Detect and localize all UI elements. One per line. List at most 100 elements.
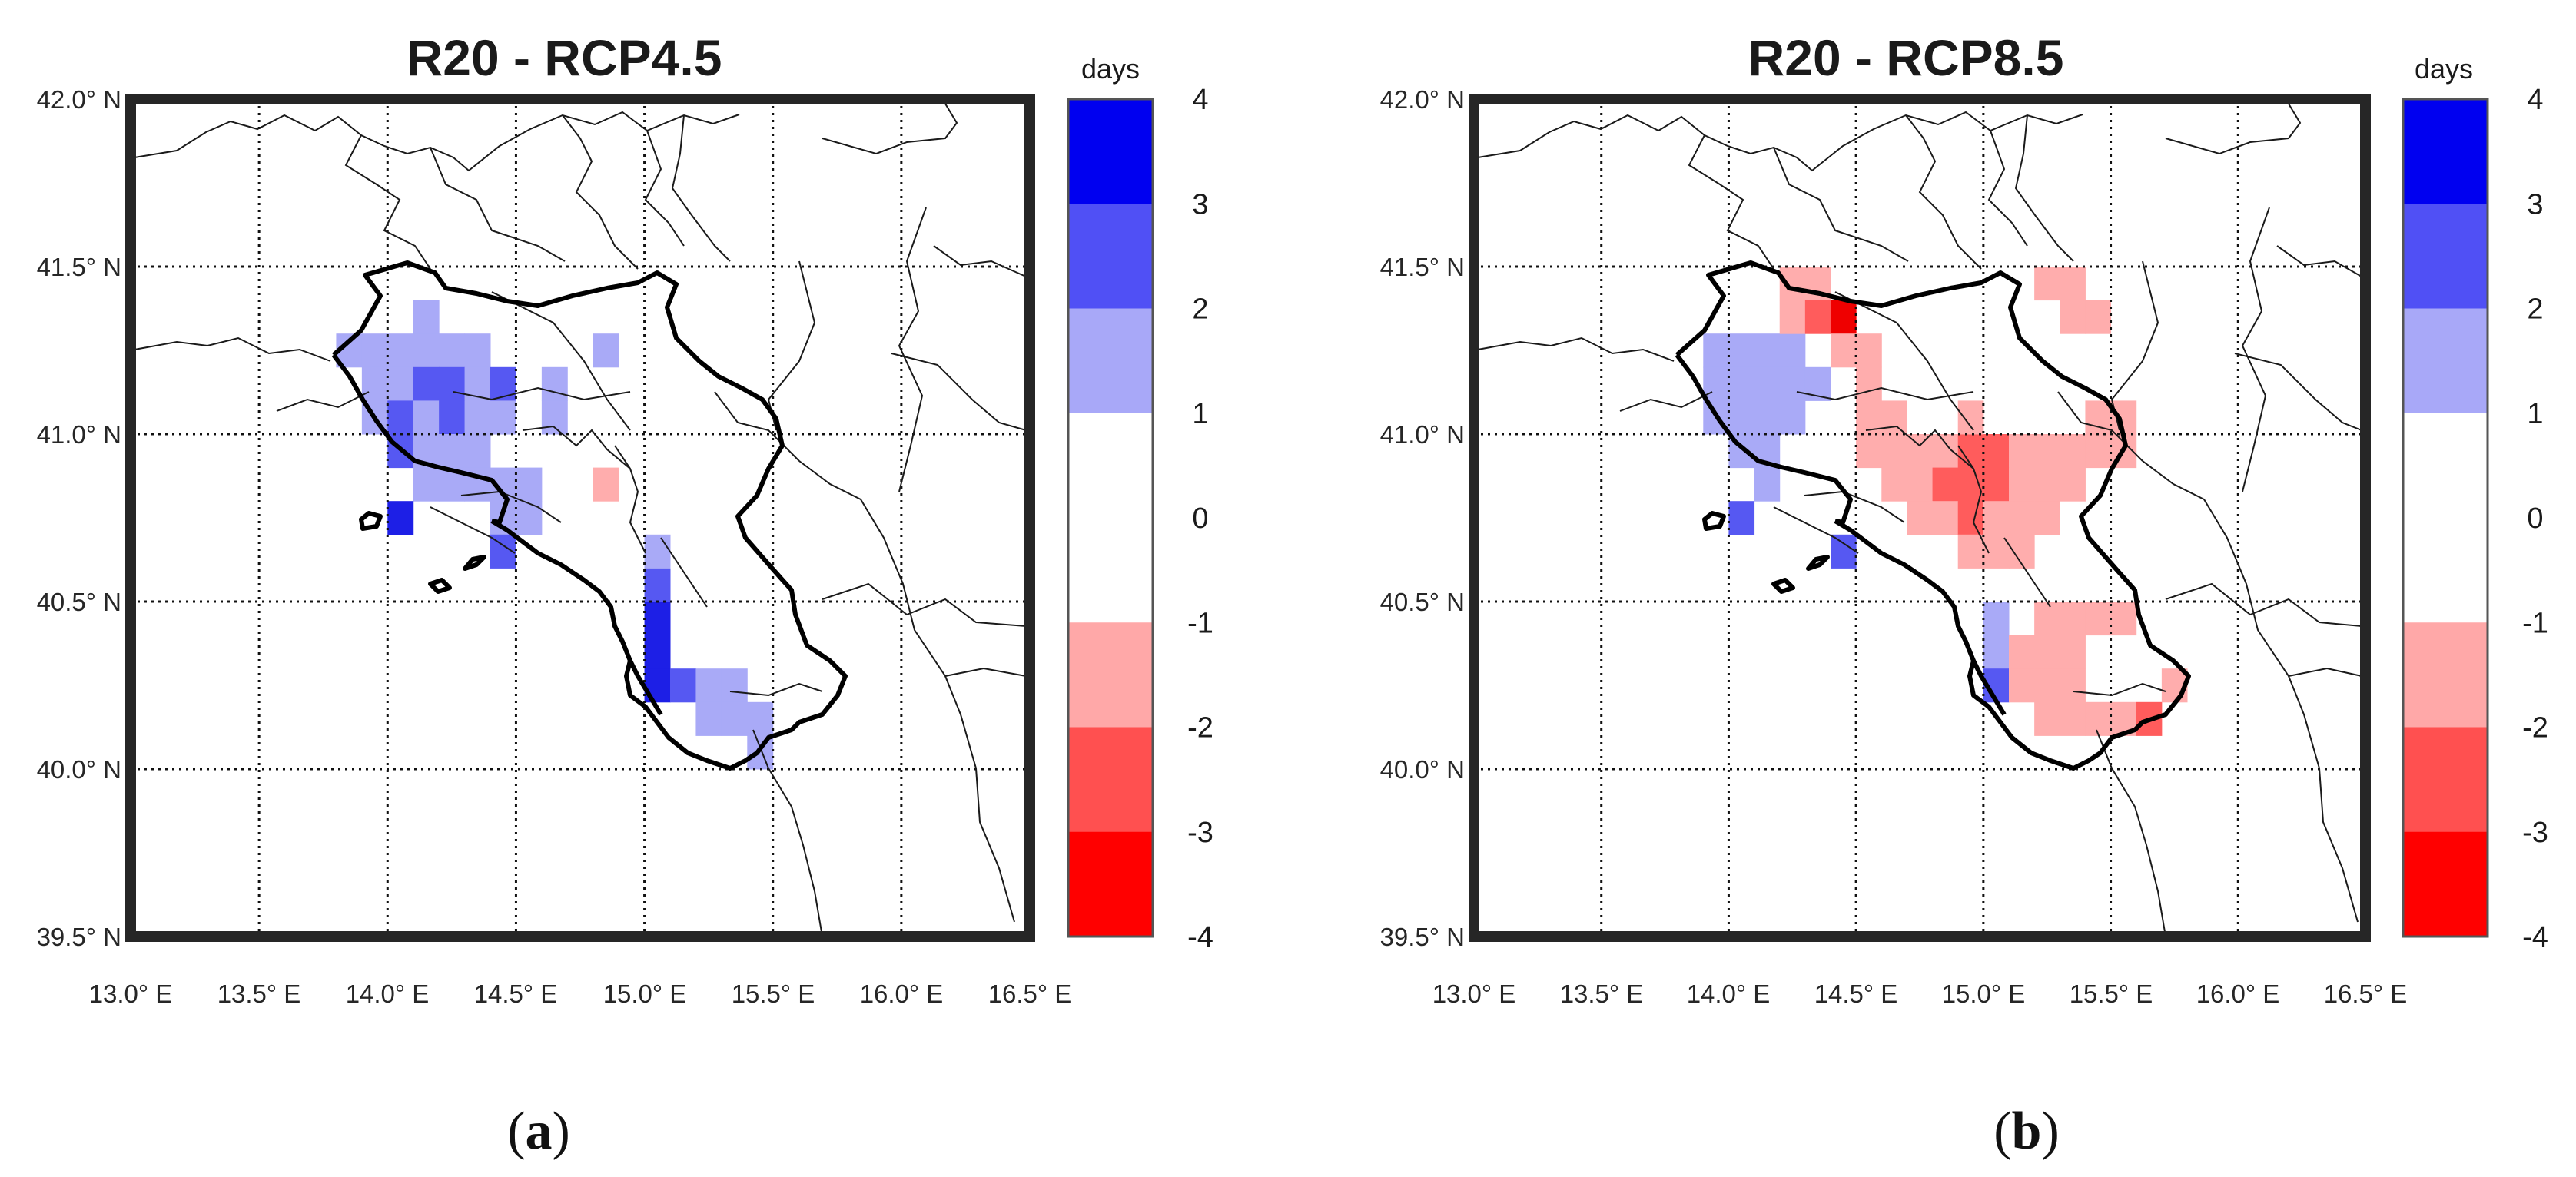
lat-axis: 42.0° N 41.5° N 41.0° N 40.5° N 40.0° N … <box>37 85 121 951</box>
lon-tick-label: 14.5° E <box>474 980 558 1008</box>
heatmap-cell <box>1881 467 1907 502</box>
lon-tick-label: 13.0° E <box>89 980 173 1008</box>
heatmap-cell <box>695 668 722 703</box>
heatmap-cell <box>1907 434 1934 469</box>
colorbar-swatch <box>1068 308 1153 414</box>
heatmap-cell <box>1754 333 1781 368</box>
heatmap-cell <box>439 366 466 401</box>
lon-axis: 13.0° E 13.5° E 14.0° E 14.5° E 15.0° E … <box>89 980 1072 1008</box>
heatmap-cell <box>1983 501 2010 535</box>
lat-tick-label: 41.5° N <box>1380 253 1465 281</box>
heatmap-cells <box>336 300 774 770</box>
heatmap-cell <box>1932 434 1959 469</box>
heatmap-cell <box>1983 602 2010 636</box>
heatmap-cell <box>2009 501 2035 535</box>
panel-label: (a) <box>507 1102 570 1161</box>
panel-letter: b <box>2012 1102 2042 1161</box>
heatmap-cell <box>644 635 671 669</box>
heatmap-cell <box>1856 366 1882 401</box>
heatmap-cell <box>413 300 440 334</box>
heatmap-cell <box>1856 434 1882 469</box>
heatmap-cell <box>2034 501 2060 535</box>
colorbar: days 4 3 2 1 0 -1 -2 -3 -4 <box>2402 53 2548 953</box>
heatmap-cell <box>2034 701 2060 736</box>
heatmap-cell <box>2034 668 2060 703</box>
heatmap-cell <box>464 400 491 435</box>
colorbar-swatch <box>1068 727 1153 833</box>
heatmap-cell <box>2060 467 2086 502</box>
heatmap-cell <box>2060 668 2086 703</box>
lon-tick-label: 14.0° E <box>1687 980 1771 1008</box>
lon-tick-label: 13.5° E <box>1560 980 1644 1008</box>
heatmap-cell <box>1932 501 1959 535</box>
lat-tick-label: 39.5° N <box>1380 923 1465 951</box>
lat-tick-label: 42.0° N <box>1380 85 1465 114</box>
lat-tick-label: 41.0° N <box>1380 420 1465 449</box>
heatmap-cell <box>541 400 568 435</box>
heatmap-cell <box>2085 701 2112 736</box>
heatmap-cell <box>464 434 491 469</box>
heatmap-cell <box>2034 467 2060 502</box>
colorbar: days 4 3 2 1 0 -1 -2 -3 -4 <box>1067 53 1213 953</box>
colorbar-tick-label: 2 <box>2527 293 2543 326</box>
colorbar-tick-label: -4 <box>2522 921 2548 953</box>
colorbar-tick-label: 0 <box>1192 502 1208 535</box>
lat-tick-label: 40.5° N <box>37 588 121 616</box>
heatmap-cell <box>413 366 440 401</box>
heatmap-cell <box>439 400 466 435</box>
heatmap-cell <box>1754 366 1781 401</box>
lon-tick-label: 16.0° E <box>860 980 944 1008</box>
heatmap-cell <box>1957 501 1984 535</box>
heatmap-cell <box>387 400 414 435</box>
colorbar-tick-label: -3 <box>1187 817 1213 849</box>
heatmap-cell <box>2060 434 2086 469</box>
colorbar-swatch <box>2403 727 2488 833</box>
heatmap-cell <box>670 668 696 703</box>
map-area <box>1469 94 2371 942</box>
lon-tick-label: 16.5° E <box>988 980 1072 1008</box>
heatmap-cell <box>1983 635 2010 669</box>
colorbar-swatch <box>2403 518 2488 623</box>
heatmap-cell <box>541 366 568 401</box>
heatmap-cell <box>516 467 543 502</box>
map-frame <box>125 94 1035 942</box>
heatmap-cell <box>2009 668 2035 703</box>
colorbar-tick-label: -2 <box>1187 712 1213 744</box>
colorbar-swatch <box>2403 204 2488 309</box>
heatmap-cell <box>413 400 440 435</box>
colorbar-swatch <box>2403 831 2488 937</box>
colorbar-tick-labels: 4 3 2 1 0 -1 -2 -3 -4 <box>2522 84 2548 953</box>
colorbar-swatch <box>1068 518 1153 623</box>
colorbar-swatch <box>2403 622 2488 728</box>
lon-tick-label: 14.0° E <box>346 980 430 1008</box>
heatmap-cell <box>1754 467 1781 502</box>
colorbar-swatch <box>1068 204 1153 309</box>
heatmap-cell <box>644 568 671 602</box>
heatmap-cell <box>721 701 748 736</box>
lon-tick-label: 15.0° E <box>1942 980 2026 1008</box>
panel-letter: a <box>526 1102 553 1161</box>
heatmap-cell <box>1779 333 1806 368</box>
panel-b: R20 - RCP8.5 <box>1380 29 2548 1161</box>
heatmap-cell <box>2009 434 2035 469</box>
colorbar-swatch <box>1068 413 1153 519</box>
lon-tick-label: 15.0° E <box>603 980 687 1008</box>
heatmap-cell <box>747 701 774 736</box>
heatmap-cell <box>2085 602 2112 636</box>
colorbar-swatch <box>2403 99 2488 204</box>
heatmap-cell <box>1932 467 1959 502</box>
colorbar-tick-label: 2 <box>1192 293 1208 326</box>
lat-axis: 42.0° N 41.5° N 41.0° N 40.5° N 40.0° N … <box>1380 85 1465 951</box>
colorbar-swatch <box>1068 622 1153 728</box>
heatmap-cell <box>1907 501 1934 535</box>
heatmap-cell <box>361 333 388 368</box>
colorbar-tick-label: -4 <box>1187 921 1213 953</box>
heatmap-cell <box>1728 400 1755 435</box>
heatmap-cell <box>1831 534 1857 569</box>
panel-title: R20 - RCP4.5 <box>407 29 722 86</box>
heatmap-cell <box>2009 635 2035 669</box>
colorbar-unit: days <box>2415 53 2473 85</box>
colorbar-tick-label: -2 <box>2522 712 2548 744</box>
heatmap-cell <box>2110 602 2137 636</box>
heatmap-cell <box>387 333 414 368</box>
